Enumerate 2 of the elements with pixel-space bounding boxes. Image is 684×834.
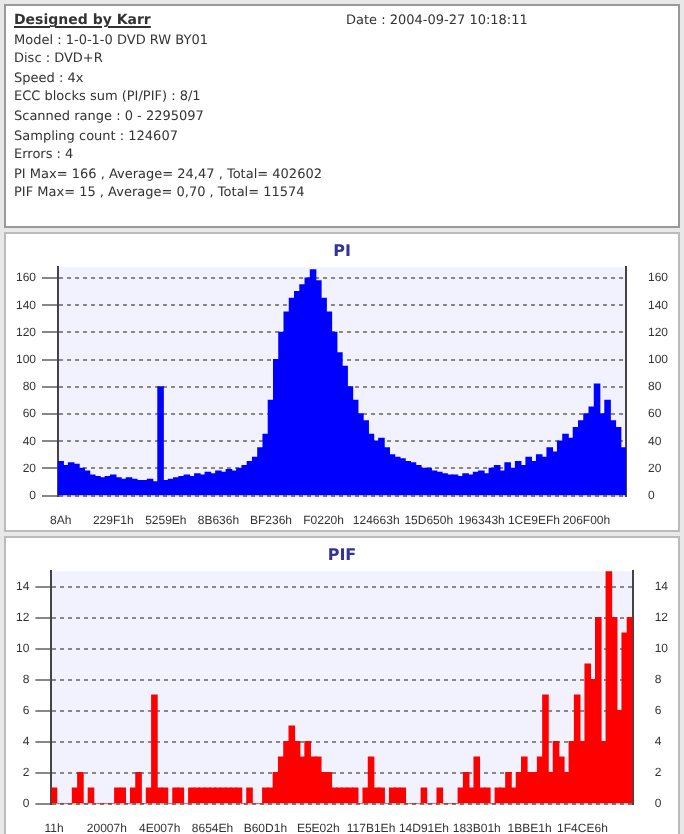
chart-title: PI: [333, 241, 351, 260]
chart-title: PIF: [327, 545, 357, 564]
